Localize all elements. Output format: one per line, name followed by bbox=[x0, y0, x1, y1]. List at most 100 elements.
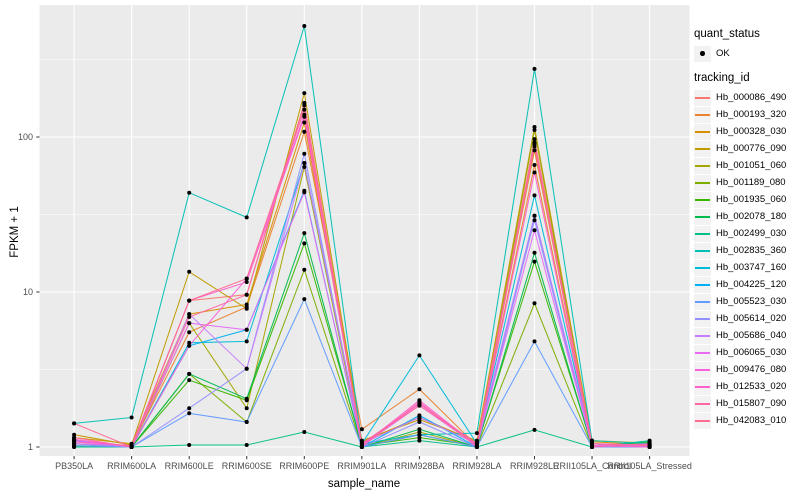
data-point bbox=[302, 430, 307, 434]
data-point bbox=[187, 343, 192, 348]
data-point bbox=[187, 298, 192, 303]
legend-label: Hb_005686_040 bbox=[716, 330, 787, 341]
legend-line-sample bbox=[695, 164, 710, 167]
data-point bbox=[302, 161, 307, 165]
x-tick-label: RRIM600LA bbox=[107, 461, 157, 471]
line-swatch-icon bbox=[694, 225, 711, 242]
x-tick-label: RRIM901LA bbox=[337, 461, 387, 471]
data-point bbox=[590, 441, 594, 446]
line-swatch-icon bbox=[694, 293, 711, 310]
data-point bbox=[187, 406, 192, 411]
legend-item-Hb_000776_090: Hb_000776_090 bbox=[694, 140, 800, 157]
data-point bbox=[532, 170, 537, 175]
data-point bbox=[187, 269, 192, 274]
data-point bbox=[532, 228, 537, 233]
legend-item-Hb_002499_030: Hb_002499_030 bbox=[694, 225, 800, 242]
data-point bbox=[187, 371, 192, 376]
legend-line-sample bbox=[695, 334, 710, 337]
legend-label: Hb_002499_030 bbox=[716, 228, 787, 239]
legend-item-Hb_001051_060: Hb_001051_060 bbox=[694, 157, 800, 174]
legend-label: Hb_001935_060 bbox=[716, 194, 787, 205]
legend-line-sample bbox=[695, 317, 710, 320]
legend-item-Hb_002835_360: Hb_002835_360 bbox=[694, 242, 800, 259]
line-swatch-icon bbox=[694, 327, 711, 344]
legend-line-sample bbox=[695, 96, 710, 99]
data-point bbox=[647, 438, 652, 443]
legend-tracking-id-items: Hb_000086_490 Hb_000193_320 Hb_000328_030 H… bbox=[694, 89, 800, 429]
x-tick-label: RRIM928LA bbox=[452, 461, 502, 471]
x-tick-label: RRIM928BA bbox=[394, 461, 445, 471]
legend-item-Hb_000328_030: Hb_000328_030 bbox=[694, 123, 800, 140]
data-point bbox=[244, 396, 249, 401]
legend-line-sample bbox=[695, 351, 710, 354]
line-swatch-icon bbox=[694, 378, 711, 395]
data-point bbox=[302, 114, 307, 119]
legend-label: Hb_002835_360 bbox=[716, 245, 787, 256]
data-point bbox=[187, 340, 192, 345]
legend-line-sample bbox=[695, 130, 710, 133]
x-tick-label: RRIM600PE bbox=[279, 461, 330, 471]
data-point bbox=[590, 445, 594, 449]
data-point bbox=[187, 443, 192, 447]
line-swatch-icon bbox=[694, 276, 711, 293]
data-point bbox=[244, 339, 249, 344]
data-point bbox=[244, 215, 249, 220]
line-swatch-icon bbox=[694, 157, 711, 174]
data-point bbox=[532, 213, 537, 218]
legend-line-sample bbox=[695, 283, 710, 286]
line-swatch-icon bbox=[694, 310, 711, 327]
data-point bbox=[244, 302, 249, 307]
data-point bbox=[187, 411, 192, 416]
legend-title-tracking-id: tracking_id bbox=[694, 72, 750, 84]
legend-item-Hb_001935_060: Hb_001935_060 bbox=[694, 191, 800, 208]
line-swatch-icon bbox=[694, 242, 711, 259]
legend-item-Hb_000086_490: Hb_000086_490 bbox=[694, 89, 800, 106]
data-point bbox=[532, 142, 537, 147]
data-point bbox=[302, 241, 307, 246]
legend-line-sample bbox=[695, 300, 710, 303]
legend-line-sample bbox=[695, 402, 710, 405]
data-point bbox=[72, 435, 77, 440]
data-point bbox=[532, 259, 537, 264]
legend-line-sample bbox=[695, 181, 710, 184]
data-point bbox=[302, 103, 307, 108]
line-swatch-icon bbox=[694, 361, 711, 378]
legend-label: Hb_004225_120 bbox=[716, 279, 787, 290]
data-point bbox=[244, 406, 249, 411]
line-swatch-icon bbox=[694, 412, 711, 429]
data-point bbox=[417, 400, 422, 404]
data-point bbox=[532, 193, 537, 198]
x-tick-label: PB350LA bbox=[55, 461, 94, 471]
data-point bbox=[590, 438, 594, 443]
legend-line-sample bbox=[695, 147, 710, 150]
legend-item-Hb_009476_080: Hb_009476_080 bbox=[694, 361, 800, 378]
data-point bbox=[532, 128, 537, 132]
legend-label: Hb_003747_160 bbox=[716, 262, 787, 273]
y-tick-label: 100 bbox=[17, 132, 33, 142]
legend-label: Hb_002078_180 bbox=[716, 211, 787, 222]
y-tick-label: 1 bbox=[27, 442, 33, 452]
legend-label: Hb_000193_320 bbox=[716, 109, 787, 120]
x-tick-label: RRII105LA_Control bbox=[553, 461, 632, 471]
data-point bbox=[244, 276, 249, 281]
legend-label: Hb_042083_010 bbox=[716, 415, 787, 426]
data-point bbox=[474, 441, 479, 446]
legend-label: Hb_015807_090 bbox=[716, 398, 787, 409]
x-tick-label: RRIM928LE bbox=[509, 461, 560, 471]
legend-label: Hb_009476_080 bbox=[716, 364, 787, 375]
legend-line-sample bbox=[695, 385, 710, 388]
x-tick-label: RRII105LA_Stressed bbox=[607, 461, 692, 471]
data-point bbox=[187, 315, 192, 319]
x-tick-label: RRIM600SE bbox=[221, 461, 272, 471]
legend-label: Hb_000086_490 bbox=[716, 92, 787, 103]
data-point bbox=[302, 91, 307, 96]
line-swatch-icon bbox=[694, 259, 711, 276]
data-point bbox=[129, 445, 134, 449]
legend-line-sample bbox=[695, 266, 710, 269]
legend-line-sample bbox=[695, 215, 710, 218]
line-swatch-icon bbox=[694, 208, 711, 225]
legend-item-Hb_003747_160: Hb_003747_160 bbox=[694, 259, 800, 276]
data-point bbox=[417, 387, 422, 392]
data-point bbox=[302, 165, 307, 169]
